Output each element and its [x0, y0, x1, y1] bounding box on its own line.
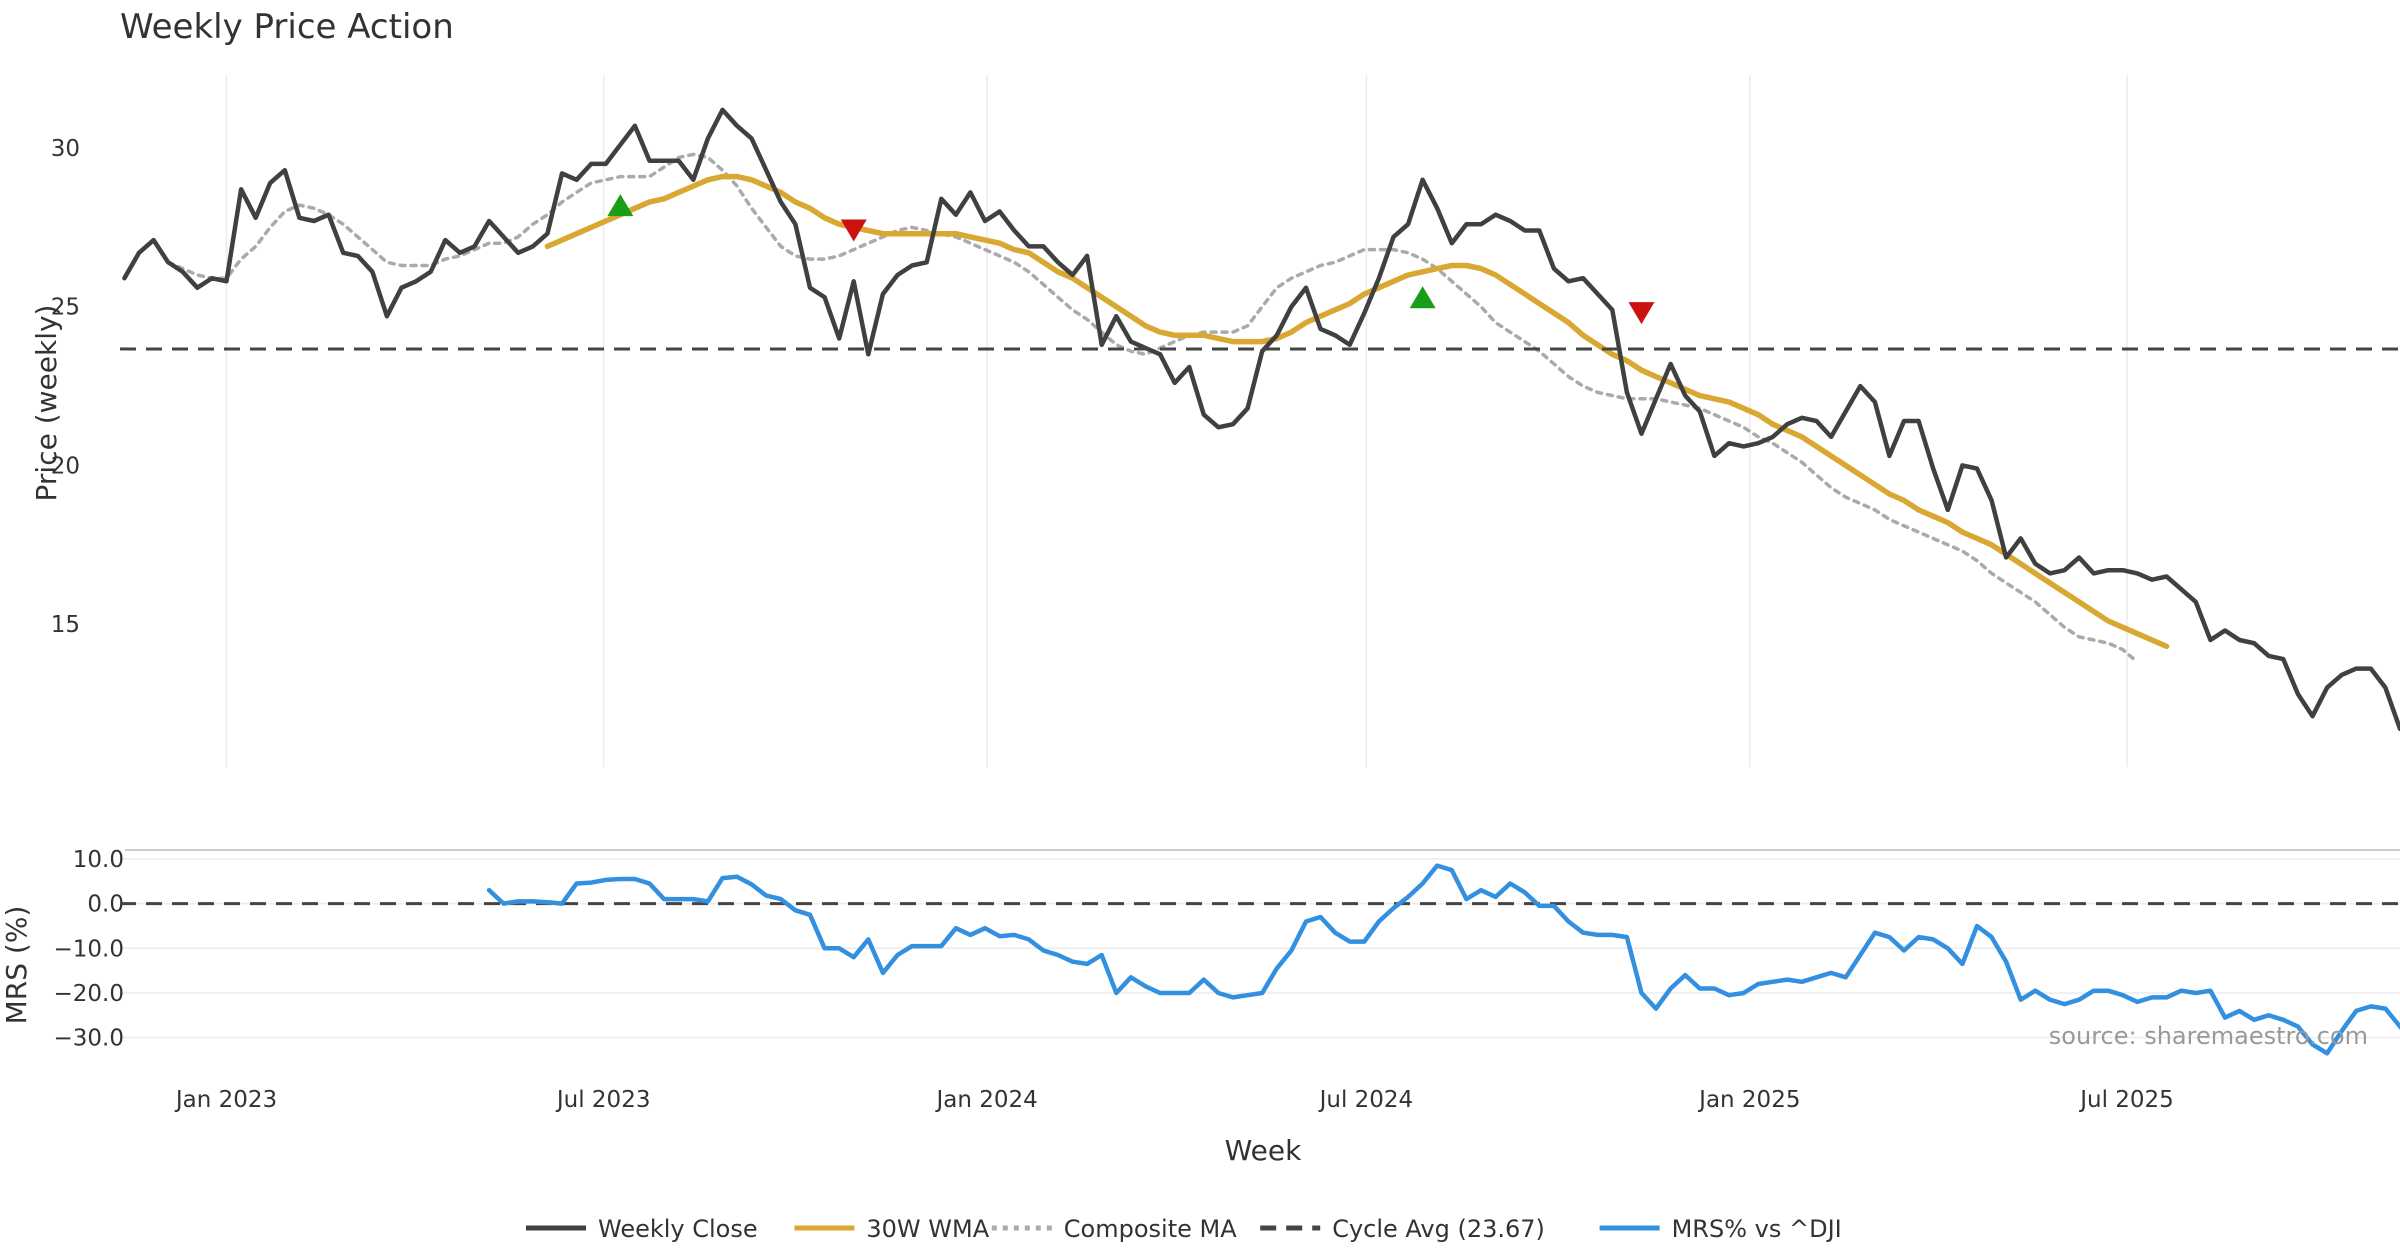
x-tick-label: Jan 2024 — [934, 1087, 1037, 1113]
signal-markers — [607, 194, 1655, 325]
bottom-y-tick-label: −10.0 — [54, 936, 124, 962]
x-tick-label: Jul 2025 — [2078, 1087, 2174, 1113]
top-y-tick-label: 15 — [51, 612, 80, 638]
composite-ma-line — [166, 152, 2140, 664]
30w-wma-line — [544, 173, 2170, 650]
top-y-tick-labels: 30 25 20 15 — [51, 136, 80, 638]
chart-title: Weekly Price Action — [120, 7, 454, 47]
legend-label: Composite MA — [1064, 1215, 1237, 1243]
x-axis-title: Week — [1225, 1134, 1302, 1167]
top-y-axis-title: Price (weekly) — [30, 305, 63, 502]
bottom-y-axis-title: MRS (%) — [0, 906, 33, 1025]
source-label: source: sharemaestro.com — [2049, 1022, 2368, 1050]
x-tick-label: Jan 2025 — [1697, 1087, 1800, 1113]
weekly-close-line — [122, 107, 2400, 732]
bottom-y-tick-label: −30.0 — [54, 1026, 124, 1052]
bottom-y-tick-label: 0.0 — [87, 892, 124, 918]
buy-signal-marker — [1409, 286, 1436, 309]
legend-label: Cycle Avg (23.67) — [1332, 1215, 1545, 1243]
legend-label: MRS% vs ^DJI — [1672, 1215, 1842, 1243]
x-tick-label: Jul 2024 — [1318, 1087, 1414, 1113]
bottom-y-tick-label: −20.0 — [54, 981, 124, 1007]
sell-signal-marker — [1628, 302, 1655, 325]
x-tick-label: Jan 2023 — [174, 1087, 277, 1113]
mrs-vs-dji-line — [486, 863, 2400, 1056]
top-y-tick-label: 30 — [51, 136, 80, 162]
legend-label: Weekly Close — [598, 1215, 758, 1243]
legend: Weekly Close 30W WMA Composite MA Cycle Avg… — [526, 1215, 1842, 1243]
top-y-tick-label: 20 — [51, 453, 80, 479]
bottom-y-tick-labels: 10.0 0.0 −10.0 −20.0 −30.0 — [54, 847, 124, 1052]
x-tick-labels: Jan 2023 Jul 2023 Jan 2024 Jul 2024 Jan 2025… — [174, 1087, 2174, 1113]
top-gridlines — [225, 75, 2128, 767]
bottom-series-group — [120, 863, 2400, 1056]
x-tick-label: Jul 2023 — [555, 1087, 651, 1113]
top-y-tick-label: 25 — [51, 295, 80, 321]
legend-label: 30W WMA — [866, 1215, 989, 1243]
bottom-gridlines — [120, 849, 2400, 1039]
bottom-y-tick-label: 10.0 — [73, 847, 124, 873]
sell-signal-marker — [840, 219, 867, 242]
buy-signal-marker — [607, 194, 634, 217]
top-series-group — [120, 107, 2400, 732]
